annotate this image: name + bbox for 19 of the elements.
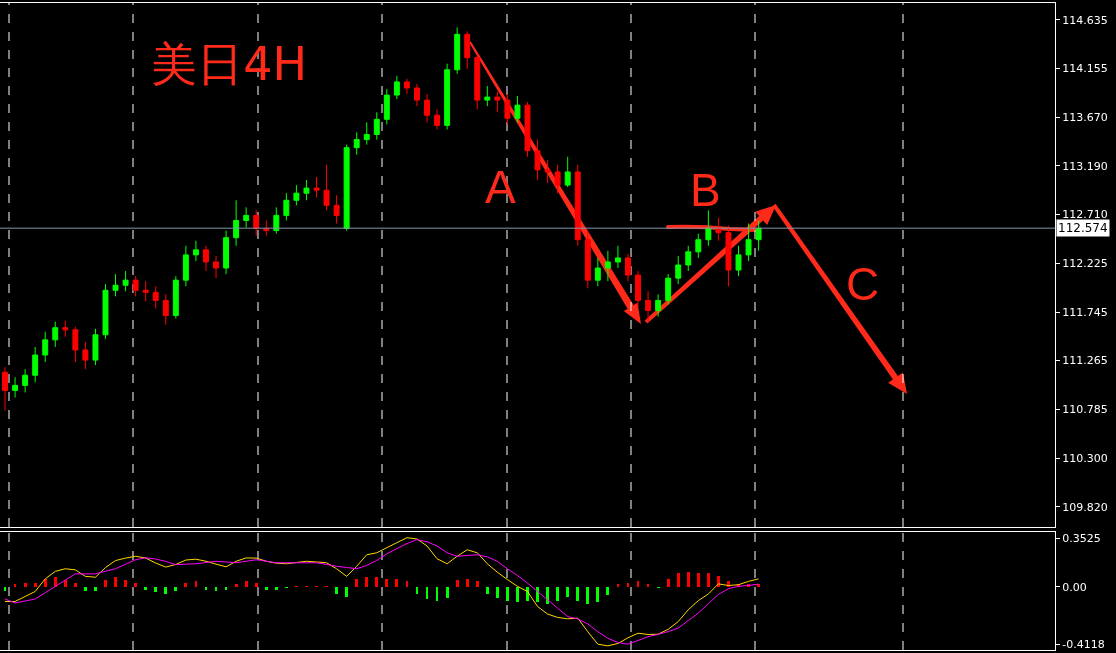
y-tick-label: 113.190 xyxy=(1062,159,1108,173)
annotation: B xyxy=(690,164,721,216)
y-tick-label: 110.300 xyxy=(1062,452,1108,466)
y-tick-label: 114.635 xyxy=(1062,13,1108,27)
y-tick-label: 110.785 xyxy=(1062,403,1108,416)
annotation: A xyxy=(485,161,516,213)
ref-line-label: 112.574 xyxy=(1058,221,1108,235)
y-tick-label: 109.820 xyxy=(1062,500,1108,514)
y-tick-label: 112.225 xyxy=(1062,257,1108,271)
y-tick-label: 0.00 xyxy=(1062,580,1087,594)
annotation: C xyxy=(846,258,880,310)
y-tick-label: -0.4118 xyxy=(1062,637,1105,651)
text: 美日4H xyxy=(151,36,308,91)
y-tick-label: 111.265 xyxy=(1062,354,1108,368)
y-tick-label: 112.710 xyxy=(1062,208,1108,222)
y-tick-label: 114.155 xyxy=(1062,62,1108,76)
y-tick-label: 0.3525 xyxy=(1062,531,1101,545)
y-tick-label: 111.745 xyxy=(1062,305,1108,319)
y-tick-label: 113.670 xyxy=(1062,111,1108,125)
